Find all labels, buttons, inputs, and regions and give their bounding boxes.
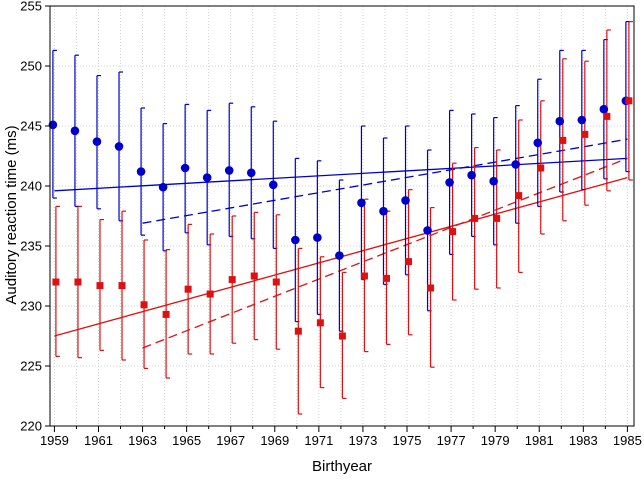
data-point-circle bbox=[489, 176, 498, 186]
data-point-square bbox=[118, 282, 126, 290]
data-point-square bbox=[206, 290, 214, 298]
data-point-square bbox=[162, 310, 170, 318]
data-point-square bbox=[471, 214, 479, 222]
data-point-square bbox=[338, 332, 346, 340]
data-point-square bbox=[493, 214, 501, 222]
data-point-square bbox=[140, 301, 148, 309]
data-point-circle bbox=[70, 126, 80, 136]
data-point-circle bbox=[313, 233, 322, 242]
data-point-circle bbox=[158, 182, 168, 192]
data-point-square bbox=[427, 284, 435, 292]
data-point-circle bbox=[423, 226, 432, 235]
y-tick-label: 235 bbox=[20, 239, 42, 254]
data-point-square bbox=[294, 327, 302, 335]
data-point-square bbox=[74, 278, 82, 286]
data-point-square bbox=[581, 130, 589, 138]
data-point-square bbox=[360, 272, 368, 280]
data-point-circle bbox=[291, 235, 300, 245]
y-tick-label: 220 bbox=[20, 419, 42, 434]
x-tick-label: 1975 bbox=[393, 433, 422, 448]
data-point-circle bbox=[511, 160, 520, 169]
y-tick-label: 225 bbox=[20, 359, 42, 374]
data-point-square bbox=[449, 228, 457, 236]
x-axis-title: Birthyear bbox=[312, 458, 372, 475]
x-tick-label: 1985 bbox=[613, 433, 642, 448]
x-tick-label: 1963 bbox=[128, 433, 157, 448]
x-tick-label: 1977 bbox=[437, 433, 466, 448]
data-point-circle bbox=[246, 168, 256, 178]
trend-line-dashed bbox=[142, 157, 628, 349]
data-point-square bbox=[96, 282, 104, 290]
data-point-circle bbox=[401, 196, 410, 205]
data-point-square bbox=[184, 285, 192, 293]
data-point-circle bbox=[335, 251, 344, 260]
data-point-square bbox=[316, 319, 324, 327]
trend-line-solid bbox=[54, 157, 628, 192]
data-point-circle bbox=[445, 178, 454, 187]
trend-line-dashed bbox=[142, 138, 628, 224]
data-point-circle bbox=[202, 173, 212, 182]
x-tick-label: 1965 bbox=[172, 433, 201, 448]
data-point-circle bbox=[379, 206, 388, 216]
data-point-circle bbox=[533, 138, 543, 148]
data-point-circle bbox=[599, 104, 609, 114]
data-point-square bbox=[382, 274, 390, 282]
x-tick-label: 1981 bbox=[525, 433, 554, 448]
data-point-circle bbox=[467, 170, 476, 180]
data-point-square bbox=[228, 276, 236, 284]
x-tick-label: 1967 bbox=[216, 433, 245, 448]
data-point-circle bbox=[577, 115, 587, 125]
data-point-circle bbox=[180, 163, 190, 173]
y-tick-label: 240 bbox=[20, 179, 42, 194]
data-point-circle bbox=[268, 180, 278, 190]
x-tick-label: 1961 bbox=[84, 433, 113, 448]
data-point-circle bbox=[48, 120, 58, 130]
x-tick-label: 1973 bbox=[348, 433, 377, 448]
data-point-circle bbox=[555, 116, 565, 126]
data-point-circle bbox=[92, 137, 102, 146]
x-tick-label: 1969 bbox=[260, 433, 289, 448]
y-tick-label: 245 bbox=[20, 119, 42, 134]
points-group bbox=[48, 96, 633, 340]
data-point-circle bbox=[224, 166, 234, 175]
data-point-circle bbox=[357, 198, 366, 208]
data-point-square bbox=[250, 272, 258, 280]
y-tick-label: 230 bbox=[20, 299, 42, 314]
y-tick-label: 255 bbox=[20, 0, 42, 14]
data-point-square bbox=[52, 278, 60, 286]
data-point-square bbox=[559, 136, 567, 144]
x-tick-label: 1983 bbox=[569, 433, 598, 448]
data-point-square bbox=[603, 112, 611, 120]
data-point-square bbox=[515, 192, 523, 200]
data-point-circle bbox=[136, 167, 146, 176]
x-tick-label: 1971 bbox=[304, 433, 333, 448]
data-point-square bbox=[272, 278, 280, 286]
data-point-square bbox=[625, 97, 633, 105]
x-tick-label: 1979 bbox=[481, 433, 510, 448]
y-axis-title: Auditory reaction time (ms) bbox=[3, 125, 20, 304]
data-point-square bbox=[537, 164, 545, 172]
x-tick-label: 1959 bbox=[40, 433, 69, 448]
data-point-square bbox=[405, 258, 413, 266]
plot-border bbox=[49, 5, 635, 427]
data-point-circle bbox=[114, 142, 124, 151]
y-tick-label: 250 bbox=[20, 59, 42, 74]
axes-group: 220 225 230 235 240 245 250 255 1959 1961 1963 1965… bbox=[20, 0, 642, 448]
